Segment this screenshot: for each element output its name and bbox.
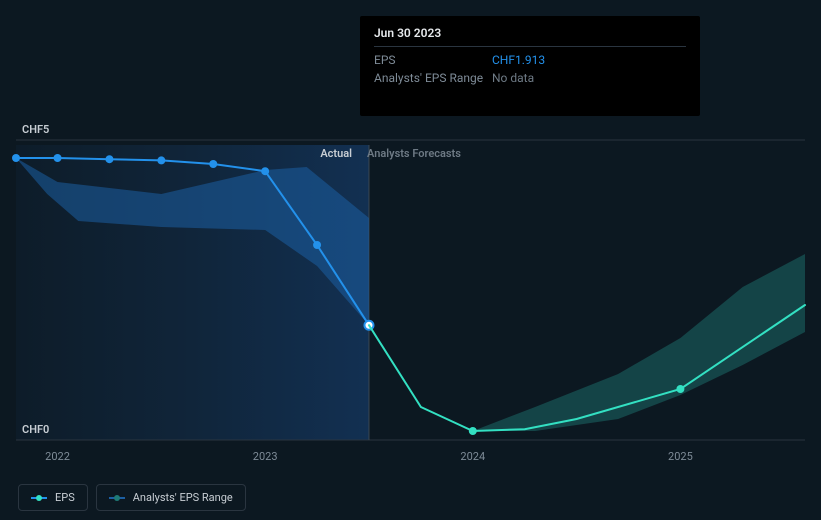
- legend-label: EPS: [55, 491, 75, 504]
- eps-chart: CHF5 CHF0 Actual Analysts Forecasts 2022…: [0, 0, 821, 520]
- region-label-forecast: Analysts Forecasts: [367, 147, 461, 160]
- tooltip-row-label: Analysts' EPS Range: [374, 69, 492, 87]
- legend-swatch-range: [109, 494, 125, 502]
- tooltip-row-range: Analysts' EPS Range No data: [374, 69, 686, 87]
- y-tick-label-5: CHF5: [22, 123, 49, 136]
- x-tick-2023: 2023: [253, 450, 278, 463]
- tooltip-date: Jun 30 2023: [374, 26, 686, 40]
- chart-tooltip: Jun 30 2023 EPS CHF1.913 Analysts' EPS R…: [360, 16, 700, 116]
- legend-swatch-eps: [31, 494, 47, 502]
- x-tick-2025: 2025: [668, 450, 693, 463]
- legend-item-eps[interactable]: EPS: [18, 484, 88, 511]
- tooltip-row-value: No data: [492, 69, 534, 87]
- tooltip-divider: [374, 46, 686, 47]
- region-label-actual: Actual: [320, 147, 352, 160]
- tooltip-row-value: CHF1.913: [492, 51, 545, 69]
- x-tick-2022: 2022: [45, 450, 70, 463]
- x-tick-2024: 2024: [460, 450, 485, 463]
- legend-item-range[interactable]: Analysts' EPS Range: [96, 484, 246, 511]
- y-tick-label-0: CHF0: [22, 423, 49, 436]
- tooltip-row-label: EPS: [374, 51, 492, 69]
- legend-label: Analysts' EPS Range: [133, 491, 233, 504]
- chart-legend: EPS Analysts' EPS Range: [18, 484, 246, 511]
- tooltip-row-eps: EPS CHF1.913: [374, 51, 686, 69]
